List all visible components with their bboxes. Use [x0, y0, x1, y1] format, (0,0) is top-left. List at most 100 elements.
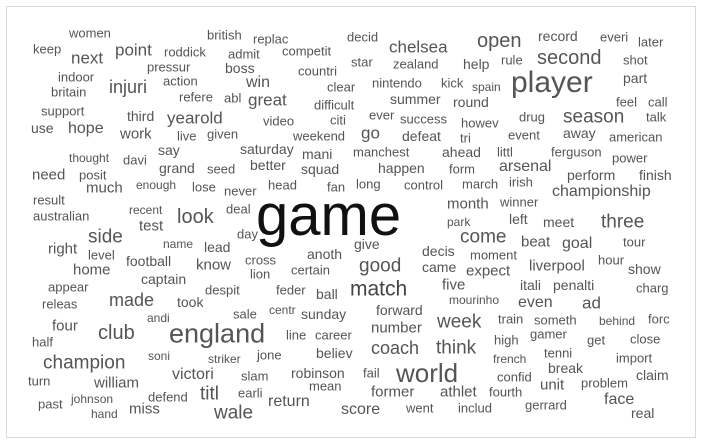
word-charg: charg	[636, 280, 669, 296]
word-fail: fail	[363, 365, 380, 381]
word-look: look	[177, 206, 214, 228]
word-competit: competit	[282, 43, 332, 59]
word-champion: champion	[43, 352, 126, 374]
word-next: next	[71, 48, 104, 68]
word-went: went	[406, 400, 434, 416]
word-mean: mean	[309, 378, 342, 394]
word-american: american	[609, 129, 663, 145]
word-action: action	[163, 73, 198, 89]
word-mourinho: mourinho	[449, 293, 500, 307]
word-posit: posit	[79, 167, 107, 183]
word-defeat: defeat	[402, 128, 441, 144]
word-penalti: penalti	[553, 277, 595, 293]
word-second: second	[537, 47, 602, 69]
word-beat: beat	[521, 233, 551, 251]
word-real: real	[631, 405, 655, 421]
word-countri: countri	[298, 63, 338, 79]
word-world: world	[396, 358, 459, 388]
word-everi: everi	[600, 29, 629, 45]
word-close: close	[630, 331, 661, 347]
word-appear: appear	[48, 279, 89, 295]
word-work: work	[120, 125, 152, 143]
word-summer: summer	[390, 91, 441, 107]
word-win: win	[246, 74, 271, 91]
word-star: star	[351, 54, 373, 70]
word-difficult: difficult	[314, 97, 355, 113]
word-game: game	[256, 183, 402, 248]
word-shot: shot	[623, 52, 648, 68]
word-women: women	[69, 25, 111, 41]
word-gerrard: gerrard	[525, 397, 567, 413]
word-cloud: game player england world match second open clu…	[6, 6, 696, 438]
word-sale: sale	[233, 306, 257, 322]
word-open: open	[477, 30, 522, 52]
word-thought: thought	[69, 151, 110, 165]
word-problem: problem	[581, 375, 628, 391]
word-return: return	[268, 393, 310, 410]
word-unit: unit	[540, 376, 565, 394]
word-third: third	[127, 108, 155, 124]
word-great: great	[248, 90, 287, 110]
word-moment: moment	[470, 247, 517, 263]
word-good: good	[359, 255, 402, 277]
word-citi: citi	[330, 112, 346, 128]
word-tour: tour	[623, 234, 646, 250]
word-tri: tri	[460, 130, 471, 146]
word-forward: forward	[376, 302, 423, 318]
word-fan: fan	[327, 179, 346, 195]
word-fourth: fourth	[489, 384, 523, 400]
word-goal: goal	[562, 235, 593, 252]
word-side: side	[88, 226, 123, 248]
word-past: past	[38, 396, 63, 412]
word-later: later	[638, 34, 664, 50]
word-yearold: yearold	[167, 108, 223, 128]
word-need: need	[32, 166, 66, 184]
word-say: say	[158, 142, 180, 158]
word-hope: hope	[68, 120, 104, 137]
word-day: day	[237, 226, 258, 242]
word-believ: believ	[316, 345, 353, 361]
word-seed: seed	[207, 161, 236, 177]
word-march: march	[462, 176, 499, 192]
word-andi: andi	[147, 311, 170, 325]
word-johnson: johnson	[71, 392, 114, 406]
word-took: took	[177, 294, 204, 310]
word-long: long	[356, 176, 381, 192]
word-lead: lead	[204, 239, 231, 255]
word-get: get	[587, 332, 606, 348]
word-break: break	[548, 360, 584, 376]
word-success: success	[400, 111, 447, 127]
word-came: came	[422, 259, 457, 275]
word-show: show	[628, 261, 661, 277]
word-face: face	[604, 391, 635, 408]
word-howev: howev	[461, 115, 499, 131]
word-cross: cross	[245, 252, 277, 268]
word-ever: ever	[369, 107, 395, 123]
word-recent: recent	[129, 203, 163, 217]
word-even: even	[518, 294, 553, 311]
word-keep: keep	[33, 41, 62, 57]
word-australian: australian	[33, 208, 90, 224]
word-number: number	[371, 319, 422, 337]
word-better: better	[250, 157, 286, 173]
word-know: know	[196, 256, 232, 274]
word-month: month	[447, 195, 489, 213]
word-anoth: anoth	[307, 246, 343, 262]
word-defend: defend	[148, 389, 188, 405]
word-meet: meet	[543, 214, 575, 230]
word-talk: talk	[646, 109, 667, 125]
word-itali: itali	[520, 277, 542, 293]
word-home: home	[73, 261, 111, 279]
word-indoor: indoor	[58, 69, 95, 85]
word-earli: earli	[238, 385, 263, 401]
word-titl: titl	[200, 383, 219, 405]
word-abl: abl	[224, 90, 242, 106]
word-forc: forc	[648, 311, 670, 327]
word-head: head	[268, 177, 297, 193]
word-import: import	[616, 350, 653, 366]
word-feel: feel	[616, 94, 637, 110]
word-round: round	[453, 94, 489, 110]
word-hand: hand	[91, 407, 118, 421]
word-never: never	[224, 183, 257, 199]
word-part: part	[623, 70, 648, 86]
